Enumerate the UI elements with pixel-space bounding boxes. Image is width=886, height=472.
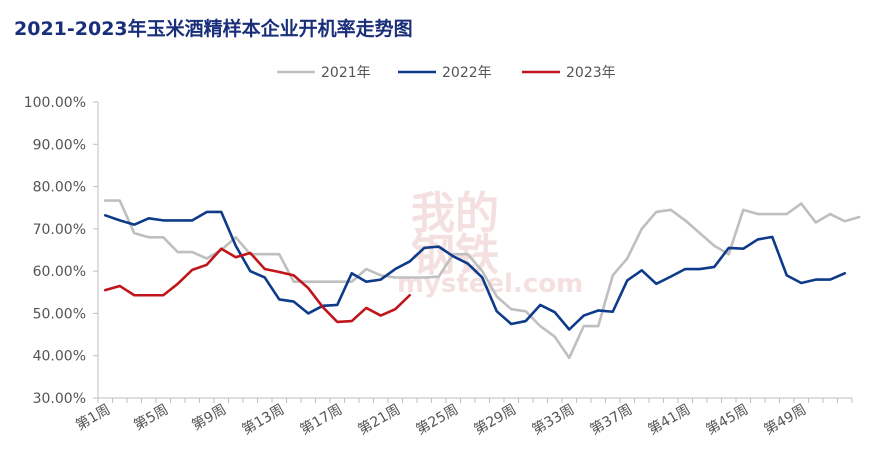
series-layer xyxy=(103,199,861,360)
x-tick-label: 第29周 xyxy=(471,401,519,439)
y-tick-label: 50.00% xyxy=(33,306,86,322)
x-tick-label: 第49周 xyxy=(761,401,809,439)
series-line-2023年 xyxy=(103,247,412,324)
legend-label: 2022年 xyxy=(442,65,492,81)
x-tick-label: 第9周 xyxy=(189,401,229,434)
y-tick-label: 30.00% xyxy=(33,391,86,407)
series-line-2022年 xyxy=(103,210,847,331)
x-tick-label: 第5周 xyxy=(131,401,171,434)
y-tick-label: 40.00% xyxy=(33,349,86,365)
series-line-2021年 xyxy=(103,199,861,360)
y-tick-label: 80.00% xyxy=(33,180,86,196)
x-tick-label: 第25周 xyxy=(413,401,461,439)
legend-label: 2021年 xyxy=(321,65,371,81)
x-tick-label: 第33周 xyxy=(529,401,577,439)
y-tick-label: 70.00% xyxy=(33,222,86,238)
x-tick-label: 第45周 xyxy=(703,401,751,439)
chart-title: 2021-2023年玉米酒精样本企业开机率走势图 xyxy=(14,18,413,40)
x-tick-label: 第41周 xyxy=(645,401,693,439)
y-tick-label: 100.00% xyxy=(24,95,86,111)
x-tick-label: 第13周 xyxy=(239,401,287,439)
y-tick-label: 60.00% xyxy=(33,264,86,280)
watermark-line1: 我的 xyxy=(411,188,499,239)
x-tick-label: 第17周 xyxy=(297,401,345,439)
legend-label: 2023年 xyxy=(566,65,616,81)
x-tick-label: 第21周 xyxy=(355,401,403,439)
x-tick-label: 第37周 xyxy=(587,401,635,439)
y-tick-label: 90.00% xyxy=(33,137,86,153)
legend: 2021年 2022年 2023年 xyxy=(277,65,616,81)
